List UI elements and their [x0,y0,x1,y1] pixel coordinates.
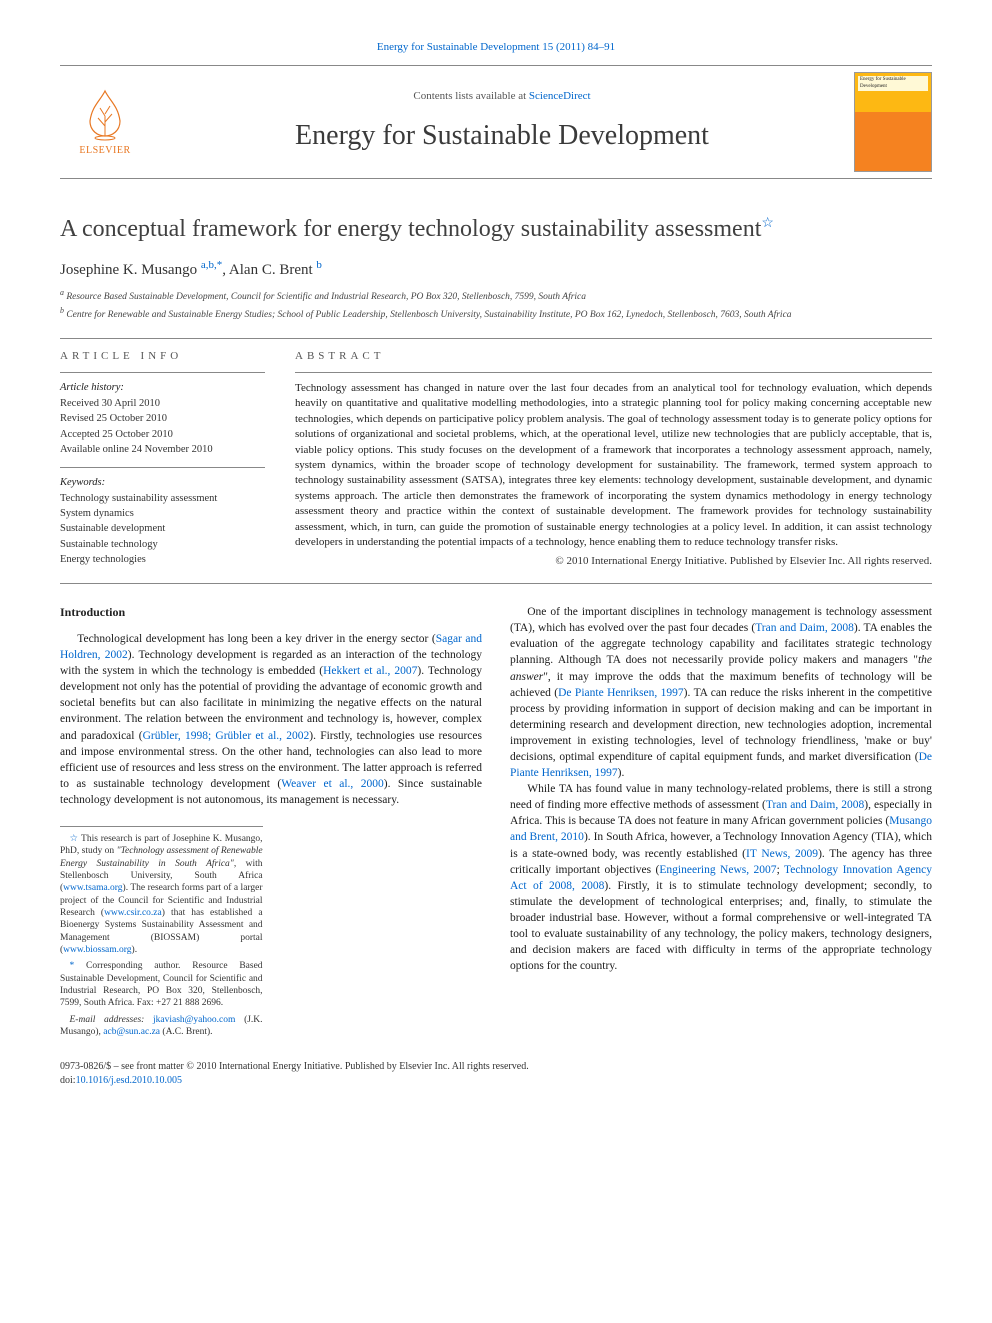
footnote-link[interactable]: www.tsama.org [63,883,122,893]
elsevier-tree-icon [80,86,130,141]
footnote-emails: E-mail addresses: jkaviash@yahoo.com (J.… [60,1014,263,1039]
keyword-3: Sustainable development [60,522,265,536]
affiliation-b: b Centre for Renewable and Sustainable E… [60,306,932,322]
running-head-link[interactable]: Energy for Sustainable Development 15 (2… [377,41,615,53]
divider [60,338,932,339]
citation-link[interactable]: Tran and Daim, 2008 [766,799,864,811]
article-title: A conceptual framework for energy techno… [60,214,932,244]
running-head: Energy for Sustainable Development 15 (2… [60,40,932,55]
journal-name: Energy for Sustainable Development [150,117,854,155]
article-info-column: ARTICLE INFO Article history: Received 3… [60,349,265,569]
citation-link[interactable]: Tran and Daim, 2008 [755,622,854,634]
abstract-column: ABSTRACT Technology assessment has chang… [295,349,932,569]
email-link[interactable]: jkaviash@yahoo.com [153,1015,235,1025]
title-block: A conceptual framework for energy techno… [60,214,932,322]
contents-lists-line: Contents lists available at ScienceDirec… [150,89,854,104]
section-heading-introduction: Introduction [60,604,482,621]
doi-link[interactable]: 10.1016/j.esd.2010.10.005 [76,1075,182,1086]
author-1: Josephine K. Musango [60,262,197,278]
title-footnote-marker[interactable]: ☆ [761,216,774,231]
publisher-logo: ELSEVIER [60,77,150,167]
footnote-star: ☆ This research is part of Josephine K. … [60,833,263,956]
author-2-markers[interactable]: b [316,259,322,271]
citation-link[interactable]: Hekkert et al., 2007 [323,665,417,677]
author-2: Alan C. Brent [229,262,313,278]
history-label: Article history: [60,381,265,395]
footnote-link[interactable]: www.csir.co.za [104,908,162,918]
author-list: Josephine K. Musango a,b,*, Alan C. Bren… [60,258,932,280]
sciencedirect-link[interactable]: ScienceDirect [529,90,591,102]
intro-paragraph-1: Technological development has long been … [60,631,482,808]
intro-paragraph-2: One of the important disciplines in tech… [510,604,932,781]
history-accepted: Accepted 25 October 2010 [60,428,265,442]
citation-link[interactable]: De Piante Henriksen, 1997 [558,687,684,699]
abstract-text: Technology assessment has changed in nat… [295,381,932,550]
info-abstract-row: ARTICLE INFO Article history: Received 3… [60,349,932,569]
footnotes-block: ☆ This research is part of Josephine K. … [60,826,263,1039]
masthead-center: Contents lists available at ScienceDirec… [150,89,854,156]
keyword-4: Sustainable technology [60,538,265,552]
affiliation-a: a Resource Based Sustainable Development… [60,288,932,304]
keyword-5: Energy technologies [60,553,265,567]
doi-line: doi:10.1016/j.esd.2010.10.005 [60,1074,932,1088]
author-1-markers[interactable]: a,b,* [201,259,222,271]
keywords-label: Keywords: [60,476,265,490]
history-received: Received 30 April 2010 [60,397,265,411]
citation-link[interactable]: Engineering News, 2007 [659,864,776,876]
citation-link[interactable]: Grübler, 1998; Grübler et al., 2002 [143,730,310,742]
divider [60,583,932,584]
journal-cover-thumbnail: Energy for Sustainable Development [854,72,932,172]
history-online: Available online 24 November 2010 [60,443,265,457]
keyword-1: Technology sustainability assessment [60,492,265,506]
front-matter-footer: 0973-0826/$ – see front matter © 2010 In… [60,1060,932,1087]
keyword-2: System dynamics [60,507,265,521]
citation-link[interactable]: Weaver et al., 2000 [281,778,384,790]
footnote-corresponding: * Corresponding author. Resource Based S… [60,960,263,1009]
history-revised: Revised 25 October 2010 [60,412,265,426]
citation-link[interactable]: IT News, 2009 [746,848,818,860]
article-info-heading: ARTICLE INFO [60,349,265,364]
masthead: ELSEVIER Contents lists available at Sci… [60,65,932,179]
footnote-link[interactable]: www.biossam.org [63,945,131,955]
intro-paragraph-3: While TA has found value in many technol… [510,781,932,974]
publisher-name: ELSEVIER [60,144,150,158]
abstract-copyright: © 2010 International Energy Initiative. … [295,554,932,569]
front-matter-line: 0973-0826/$ – see front matter © 2010 In… [60,1060,932,1074]
body-two-column: Introduction Technological development h… [60,604,932,1038]
email-link[interactable]: acb@sun.ac.za [103,1027,160,1037]
abstract-heading: ABSTRACT [295,349,932,364]
